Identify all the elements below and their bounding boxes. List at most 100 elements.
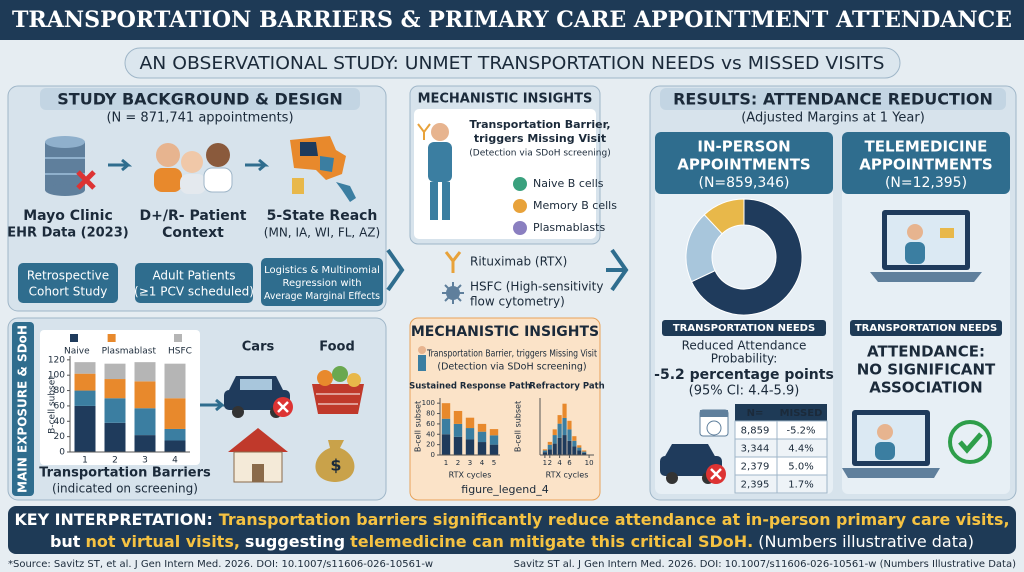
- interpretation: but not virtual visits, suggesting telemedi…: [50, 532, 974, 551]
- table-cell: -5.2%: [786, 426, 815, 437]
- flow-arrow: [606, 248, 629, 292]
- decoration: [180, 174, 206, 194]
- decoration: [842, 468, 940, 478]
- bar: [547, 441, 552, 445]
- caption: (Detection via SDoH screening): [437, 362, 586, 373]
- icon-label: Food: [319, 340, 355, 355]
- legend-label: Plasmablasts: [533, 221, 605, 234]
- method-box: [18, 263, 118, 303]
- y-tick-label: 80: [426, 410, 435, 418]
- finding: ASSOCIATION: [869, 379, 982, 397]
- bar: [441, 418, 451, 435]
- x-axis-note: (indicated on screening): [52, 482, 198, 496]
- panel-banner: [12, 322, 34, 496]
- laptop-icon: [870, 210, 982, 282]
- bar: [557, 423, 562, 438]
- chart: 1 2 4 6 10: [539, 398, 594, 467]
- cell-icon: [442, 282, 464, 304]
- bar: [542, 452, 547, 455]
- decoration: [181, 151, 203, 173]
- table-header: [735, 404, 827, 421]
- interpretation-text: suggesting: [245, 532, 345, 551]
- bar: [477, 442, 487, 455]
- legend-label: Plasmablast: [102, 347, 157, 357]
- y-tick-label: 60: [426, 420, 435, 428]
- method-text: Cohort Study: [29, 285, 108, 299]
- agent-label: flow cytometry): [470, 295, 565, 309]
- decoration: [442, 182, 450, 220]
- estimate: -5.2 percentage points: [654, 367, 834, 383]
- bar: [562, 435, 567, 455]
- bar: [74, 390, 96, 406]
- column-title: IN-PERSON: [697, 138, 790, 156]
- legend-label: Naive B cells: [533, 177, 604, 190]
- y-axis-label: B-cell subset: [48, 376, 58, 434]
- legend-swatch: [513, 177, 527, 191]
- database-icon: [45, 136, 96, 196]
- x-tick-label: 1: [82, 456, 88, 466]
- bar: [567, 440, 572, 455]
- figure-label: figure_legend_4: [461, 483, 548, 496]
- bar: [567, 420, 572, 430]
- decoration: [417, 123, 431, 140]
- bar: [582, 452, 587, 455]
- finding: NO SIGNIFICANT: [857, 361, 996, 379]
- chart-title: Sustained Response Path: [409, 382, 531, 392]
- agent-label: HSFC (High-sensitivity: [470, 280, 603, 294]
- table-cell: 1.7%: [788, 480, 813, 491]
- decoration: [907, 224, 923, 240]
- decoration: [418, 355, 426, 371]
- decoration: [887, 215, 965, 265]
- bar: [465, 417, 475, 429]
- table-cell: 4.4%: [788, 444, 813, 455]
- y-tick-label: 100: [422, 399, 435, 407]
- item-label: D+/R- Patient: [140, 208, 247, 224]
- y-tick-label: 0: [431, 451, 435, 459]
- x-tick-label: 3: [142, 456, 148, 466]
- panel-subtitle: (N = 871,741 appointments): [106, 111, 293, 126]
- y-tick-label: 20: [426, 441, 435, 449]
- legend-swatch: [513, 199, 527, 213]
- bar: [547, 444, 552, 450]
- bar: [104, 422, 126, 452]
- decoration: [45, 142, 85, 190]
- interpretation-box: [8, 506, 1016, 554]
- x-tick-label: 2: [112, 456, 118, 466]
- money-icon: $: [315, 440, 355, 482]
- chart-title: Refractory Path: [529, 382, 604, 392]
- bar: [164, 398, 186, 429]
- table-header-cell: MISSED: [780, 408, 823, 419]
- bar: [477, 423, 487, 432]
- method-text: Retrospective: [27, 269, 109, 283]
- table-row: [734, 474, 828, 494]
- bar: [572, 446, 577, 455]
- panel-inner: [414, 109, 596, 239]
- panel-title: RESULTS: ATTENDANCE REDUCTION: [673, 90, 993, 109]
- decoration: [444, 251, 462, 273]
- subtitle-pill: [124, 47, 901, 79]
- item-label: (MN, IA, WI, FL, AZ): [264, 226, 380, 240]
- decoration: $: [330, 456, 341, 475]
- x-tick-label: 4: [480, 459, 485, 467]
- interpretation-text: telemedicine can mitigate this critical …: [350, 532, 753, 551]
- y-tick-label: 20: [54, 432, 66, 442]
- method-box: [261, 258, 383, 306]
- column-header: [842, 132, 1010, 194]
- food-icon: [312, 366, 364, 414]
- item-label: EHR Data (2023): [7, 226, 128, 241]
- decoration: [700, 410, 728, 417]
- legend-swatch: [174, 334, 182, 342]
- bar: [164, 363, 186, 399]
- decoration: [277, 401, 289, 413]
- bar: [582, 451, 587, 453]
- bar: [134, 362, 156, 382]
- decoration: [870, 272, 982, 282]
- banner-text: TRANSPORTATION NEEDS: [855, 323, 997, 334]
- arrow: [245, 158, 270, 172]
- car-icon: [224, 376, 293, 418]
- decoration: [442, 282, 464, 304]
- bar: [453, 436, 463, 455]
- bar: [557, 437, 562, 455]
- bar: [104, 379, 126, 399]
